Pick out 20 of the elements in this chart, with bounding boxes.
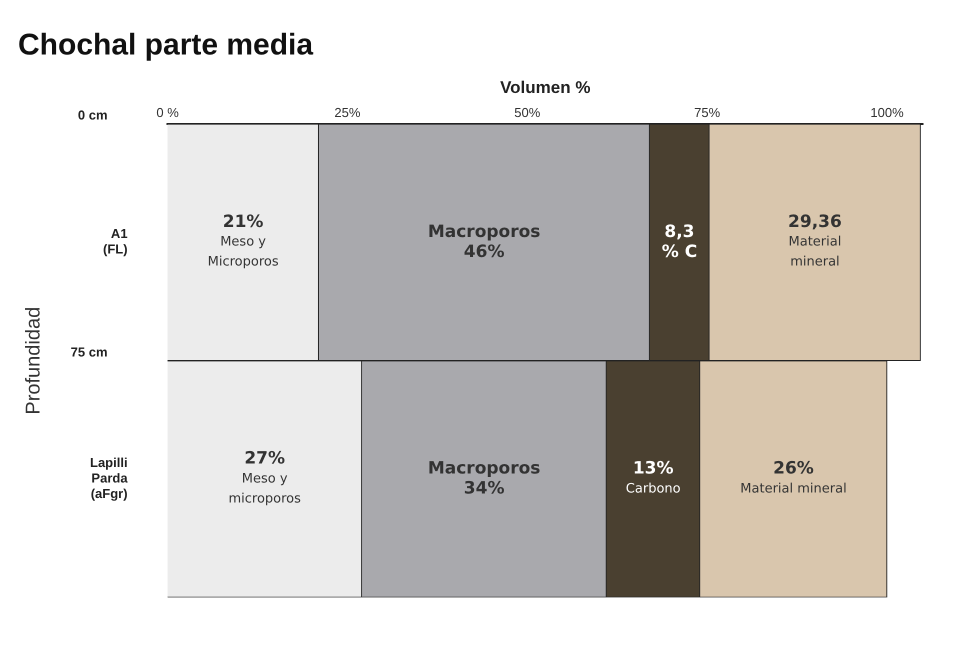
x-axis-title: Volumen % <box>500 78 590 97</box>
x-tick-label: 0 % <box>156 104 180 120</box>
data-label: 13% Carbono <box>626 458 681 496</box>
data-label: 21% Meso y Microporos <box>208 212 279 270</box>
text: 0 cm <box>78 108 108 123</box>
data-label: Macroporos 46% <box>428 222 540 262</box>
y-tick-label: A1 (FL) <box>103 226 128 257</box>
x-tick-label: 25% <box>334 104 361 120</box>
data-label: 29,36 Material mineral <box>788 212 842 270</box>
y-axis-title: Profundidad <box>22 306 45 415</box>
x-tick-label: 50% <box>514 104 541 120</box>
chart-title: Chochal parte media <box>18 28 314 62</box>
y-tick-label: Lapilli Parda (aFgr) <box>90 455 128 502</box>
text: 75 cm <box>70 344 108 360</box>
x-tick-label: 75% <box>694 104 721 120</box>
data-label: 8,3 % C <box>662 222 698 262</box>
x-tick-label: 100% <box>870 104 904 120</box>
data-label: Macroporos 34% <box>428 458 540 498</box>
data-label: 27% Meso y microporos <box>228 448 302 506</box>
data-label: 26% Material mineral <box>740 458 847 496</box>
